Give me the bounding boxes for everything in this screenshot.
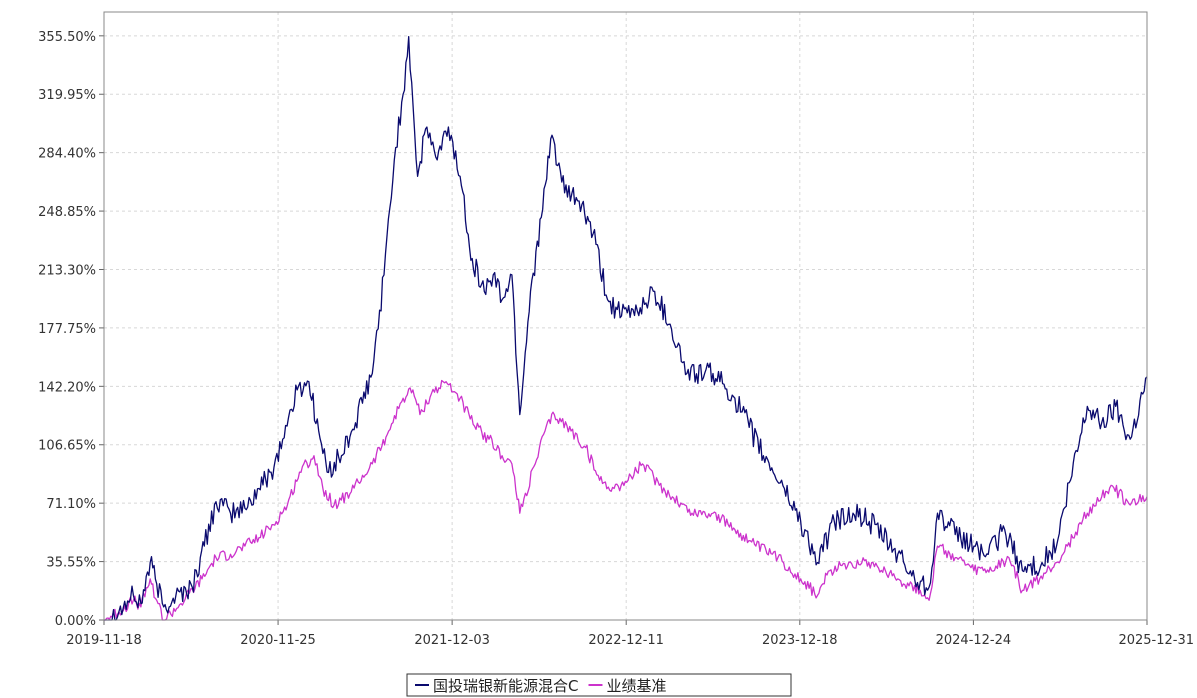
legend-label: 业绩基准 bbox=[606, 677, 666, 695]
x-axis-labels: 2019-11-18 2020-11-25 2021-12-03 2022-12-11… bbox=[66, 633, 1194, 648]
legend: 国投瑞银新能源混合C 业绩基准 bbox=[406, 673, 792, 697]
series-layer bbox=[104, 35, 1148, 621]
y-axis-labels: 0.00% 35.55% 71.10% 106.65% 142.20% 177.75% 21… bbox=[38, 30, 96, 629]
plot-border bbox=[103, 11, 1148, 621]
x-tick-label: 2022-12-11 bbox=[588, 633, 664, 648]
series-line-fund bbox=[104, 35, 1148, 621]
x-tick-label: 2023-12-18 bbox=[762, 633, 838, 648]
y-tick-label: 71.10% bbox=[46, 497, 96, 512]
x-tick-label: 2024-12-24 bbox=[936, 633, 1012, 648]
x-tick-label: 2025-12-31 bbox=[1118, 633, 1194, 648]
x-tick-label: 2019-11-18 bbox=[66, 633, 142, 648]
y-tick-label: 177.75% bbox=[38, 322, 96, 337]
x-tick-label: 2020-11-25 bbox=[240, 633, 316, 648]
series-line-benchmark bbox=[104, 379, 1148, 621]
y-tick-label: 0.00% bbox=[55, 614, 96, 629]
plot-background bbox=[104, 12, 1147, 620]
y-tick-label: 319.95% bbox=[38, 88, 96, 103]
y-tick-label: 355.50% bbox=[38, 30, 96, 45]
y-tick-label: 248.85% bbox=[38, 205, 96, 220]
y-tick-label: 35.55% bbox=[46, 556, 96, 571]
x-tick-label: 2021-12-03 bbox=[414, 633, 490, 648]
y-tick-label: 213.30% bbox=[38, 263, 96, 278]
legend-label: 国投瑞银新能源混合C bbox=[433, 677, 578, 695]
y-tick-label: 284.40% bbox=[38, 147, 96, 162]
y-tick-label: 142.20% bbox=[38, 380, 96, 395]
y-tick-label: 106.65% bbox=[38, 439, 96, 454]
